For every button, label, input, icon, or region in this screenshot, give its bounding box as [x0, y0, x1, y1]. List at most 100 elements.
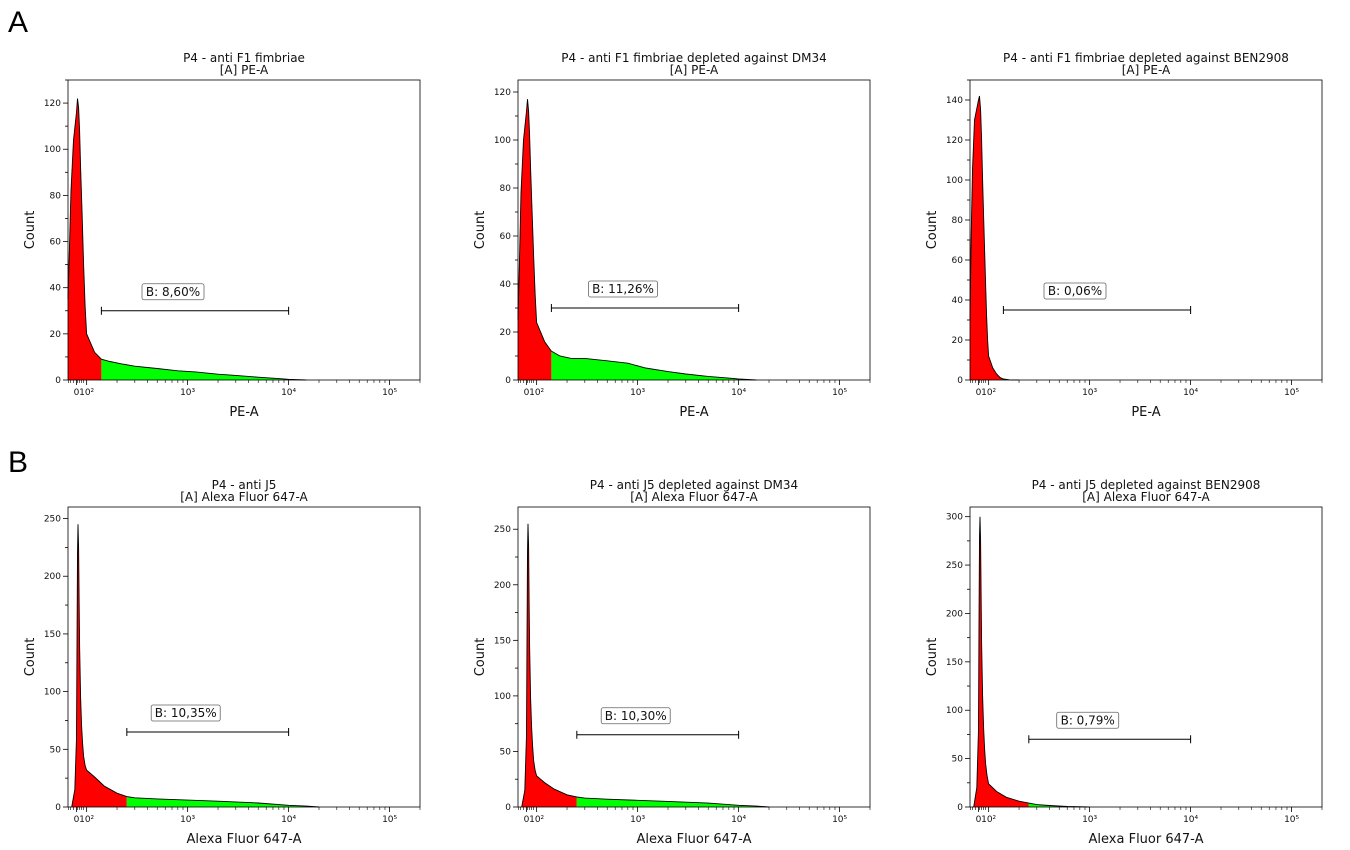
- y-tick-label: 80: [50, 191, 62, 201]
- y-tick-label: 250: [494, 525, 511, 535]
- y-tick-label: 150: [946, 658, 963, 668]
- chart-subtitle: [A] PE-A: [670, 63, 719, 77]
- x-tick-label: 10³: [1082, 388, 1097, 398]
- y-axis-label: Count: [23, 638, 38, 677]
- gate-label-box: [150, 704, 221, 722]
- x-tick-label: 10³: [630, 815, 645, 825]
- gate-label: B: 11,26%: [592, 282, 654, 296]
- x-tick-label: 10⁵: [832, 388, 847, 398]
- y-tick-label: 60: [952, 256, 964, 266]
- gate-label: B: 10,30%: [605, 709, 667, 723]
- y-tick-label: 50: [500, 747, 512, 757]
- x-tick-label: 0: [74, 815, 80, 825]
- x-axis-label: Alexa Fluor 647-A: [187, 832, 302, 847]
- histogram-outline: [71, 524, 320, 808]
- negative-population-fill: [973, 516, 1029, 807]
- y-tick-label: 100: [946, 706, 963, 716]
- x-tick-label: 10⁵: [1284, 388, 1299, 398]
- plot-frame: [969, 79, 1323, 381]
- x-tick-label: 10²: [529, 388, 544, 398]
- x-tick-label: 10²: [79, 388, 94, 398]
- chart-subtitle: [A] PE-A: [220, 63, 269, 77]
- y-tick-label: 100: [946, 176, 963, 186]
- chart-title: P4 - anti F1 fimbriae: [183, 51, 305, 65]
- negative-population-fill: [521, 523, 577, 807]
- histogram-outline: [969, 95, 1020, 381]
- chart-subtitle: [A] Alexa Fluor 647-A: [180, 490, 308, 504]
- y-tick-label: 60: [50, 238, 62, 248]
- y-axis-label: Count: [925, 638, 940, 677]
- x-tick-label: 10³: [180, 388, 195, 398]
- y-tick-label: 0: [55, 803, 61, 813]
- negative-population-fill: [518, 99, 552, 380]
- y-tick-label: 40: [952, 296, 964, 306]
- y-tick-label: 0: [505, 376, 511, 386]
- y-tick-label: 0: [957, 376, 963, 386]
- y-tick-label: 120: [44, 99, 61, 109]
- plot-frame: [67, 506, 421, 808]
- y-axis-label: Count: [473, 638, 488, 677]
- x-tick-label: 0: [524, 388, 530, 398]
- x-tick-label: 10⁴: [281, 388, 296, 398]
- y-tick-label: 120: [494, 88, 511, 98]
- x-tick-label: 10³: [180, 815, 195, 825]
- chart-title: P4 - anti F1 fimbriae depleted against D…: [561, 51, 826, 65]
- y-tick-label: 60: [500, 232, 512, 242]
- y-tick-label: 40: [500, 280, 512, 290]
- gate-label: B: 0,06%: [1048, 284, 1102, 298]
- y-tick-label: 200: [946, 609, 963, 619]
- x-tick-label: 10³: [1082, 815, 1097, 825]
- gate-label: B: 10,35%: [155, 706, 217, 720]
- gate-label-box: [600, 707, 671, 725]
- x-axis-label: Alexa Fluor 647-A: [637, 832, 752, 847]
- x-tick-label: 10²: [981, 815, 996, 825]
- y-axis-label: Count: [925, 211, 940, 250]
- x-tick-label: 0: [976, 815, 982, 825]
- y-axis-label: Count: [23, 211, 38, 250]
- y-tick-label: 200: [44, 572, 61, 582]
- panel-label-a: A: [8, 6, 29, 39]
- y-tick-label: 100: [44, 145, 61, 155]
- y-tick-label: 100: [494, 692, 511, 702]
- x-axis-label: PE-A: [1131, 405, 1160, 420]
- histogram-panel-1: P4 - anti F1 fimbriae[A] PE-A 0 20 40 60 80 10…: [23, 51, 421, 420]
- positive-population-fill: [101, 359, 307, 380]
- panel-label-b: B: [8, 446, 29, 479]
- x-tick-label: 10⁵: [382, 388, 397, 398]
- y-tick-label: 20: [500, 328, 512, 338]
- y-tick-label: 200: [494, 581, 511, 591]
- x-tick-label: 0: [74, 388, 80, 398]
- x-tick-label: 10³: [630, 388, 645, 398]
- chart-title: P4 - anti J5: [212, 478, 277, 492]
- gate-label: B: 0,79%: [1061, 713, 1115, 727]
- y-tick-label: 100: [494, 136, 511, 146]
- histogram-panel-5: P4 - anti J5 depleted against DM34[A] Al…: [473, 478, 871, 847]
- y-tick-label: 120: [946, 136, 963, 146]
- y-tick-label: 50: [952, 755, 964, 765]
- histogram-panel-4: P4 - anti J5[A] Alexa Fluor 647-A 0 50 100 1…: [23, 478, 421, 847]
- chart-subtitle: [A] Alexa Fluor 647-A: [630, 490, 758, 504]
- positive-population-fill: [551, 351, 757, 380]
- y-tick-label: 20: [952, 336, 964, 346]
- negative-population-fill: [970, 96, 1004, 380]
- gate-label-box: [141, 283, 205, 301]
- y-tick-label: 150: [44, 630, 61, 640]
- plot-frame: [517, 79, 871, 381]
- histogram-outline: [67, 98, 307, 381]
- x-axis-label: PE-A: [679, 405, 708, 420]
- y-tick-label: 250: [946, 561, 963, 571]
- y-tick-label: 0: [957, 803, 963, 813]
- y-tick-label: 80: [500, 184, 512, 194]
- y-tick-label: 300: [946, 513, 963, 523]
- y-tick-label: 0: [55, 376, 61, 386]
- plot-frame: [517, 506, 871, 808]
- chart-title: P4 - anti J5 depleted against DM34: [590, 478, 798, 492]
- y-tick-label: 40: [50, 284, 62, 294]
- negative-population-fill: [68, 98, 102, 380]
- x-tick-label: 10²: [79, 815, 94, 825]
- negative-population-fill: [71, 524, 127, 807]
- x-tick-label: 10⁴: [1183, 388, 1198, 398]
- x-axis-label: PE-A: [229, 405, 258, 420]
- x-tick-label: 10⁴: [1183, 815, 1198, 825]
